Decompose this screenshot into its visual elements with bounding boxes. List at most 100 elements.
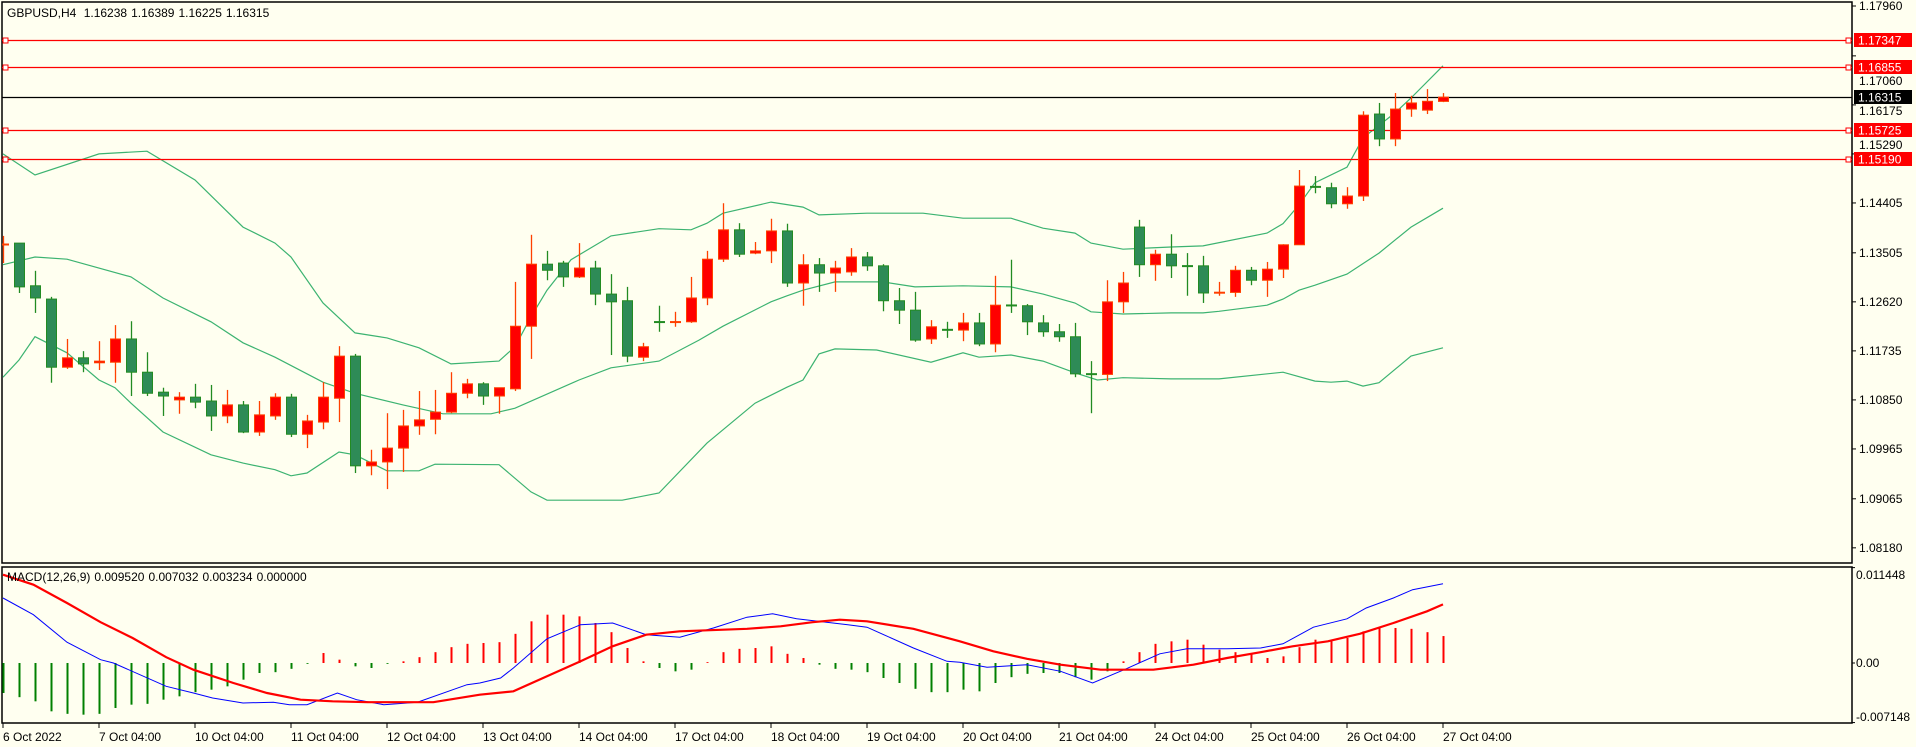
candle xyxy=(654,305,665,332)
candle-body xyxy=(94,360,105,364)
candle-body xyxy=(398,425,409,449)
candle xyxy=(942,321,953,338)
line-handle-left[interactable] xyxy=(2,127,9,134)
candle-body xyxy=(238,404,249,433)
level-price-label: 1.15725 xyxy=(1858,124,1902,138)
price-axis-label: 1.17060 xyxy=(1859,74,1903,88)
candle xyxy=(814,258,825,292)
price-axis-label: 1.12620 xyxy=(1859,295,1903,309)
symbol-timeframe: GBPUSD,H4 xyxy=(7,6,77,20)
line-handle-right[interactable] xyxy=(1845,37,1852,44)
candle-body xyxy=(286,396,297,435)
price-axis-label: 1.13505 xyxy=(1859,246,1903,260)
candle-body xyxy=(1278,244,1289,270)
candle-body xyxy=(190,396,201,403)
candle xyxy=(126,321,137,397)
time-axis-label: 10 Oct 04:00 xyxy=(195,730,264,744)
candle xyxy=(1070,322,1081,378)
time-axis-label: 14 Oct 04:00 xyxy=(579,730,648,744)
candle xyxy=(190,383,201,409)
candle-body xyxy=(62,357,73,368)
candle xyxy=(286,393,297,438)
time-axis-label: 13 Oct 04:00 xyxy=(483,730,552,744)
candle xyxy=(1438,93,1449,103)
macd-axis-label: 0.00 xyxy=(1856,656,1880,670)
candle xyxy=(990,275,1001,353)
line-handle-right[interactable] xyxy=(1845,64,1852,71)
candle-body xyxy=(46,298,57,368)
candle-body xyxy=(478,383,489,397)
candle xyxy=(718,203,729,262)
candle xyxy=(958,312,969,342)
time-axis-label: 6 Oct 2022 xyxy=(3,730,62,744)
candle xyxy=(734,223,745,257)
candle-body xyxy=(494,387,505,397)
candle-body xyxy=(1342,195,1353,205)
candle-body xyxy=(862,256,873,267)
macd-header: MACD(12,26,9) 0.009520 0.007032 0.003234 0.0… xyxy=(7,570,311,584)
candle xyxy=(622,286,633,363)
candle-body xyxy=(894,300,905,311)
candle-body xyxy=(158,391,169,397)
candle-body xyxy=(750,250,761,254)
candle-body xyxy=(206,400,217,417)
price-panel-frame xyxy=(1,1,1853,564)
candle-body xyxy=(1054,331,1065,338)
candle xyxy=(462,378,473,399)
candle-body xyxy=(1374,113,1385,140)
candle xyxy=(910,291,921,342)
time-axis-label: 25 Oct 04:00 xyxy=(1251,730,1320,744)
candle xyxy=(1310,176,1321,194)
candle-body xyxy=(574,267,585,278)
candle xyxy=(766,218,777,264)
candle-body xyxy=(974,322,985,345)
candle xyxy=(750,242,761,255)
candle xyxy=(510,281,521,392)
candle-body xyxy=(1166,253,1177,267)
candle-body xyxy=(414,419,425,427)
level-price-tag xyxy=(1854,60,1912,74)
candle xyxy=(494,387,505,414)
price-axis-label: 1.09965 xyxy=(1859,442,1903,456)
candle xyxy=(222,389,233,424)
candle-body xyxy=(1230,269,1241,293)
open-price: 1.16238 xyxy=(83,6,128,20)
line-handle-right[interactable] xyxy=(1845,156,1852,163)
time-axis-label: 17 Oct 04:00 xyxy=(675,730,744,744)
candle-body xyxy=(910,309,921,341)
candle-body xyxy=(926,326,937,340)
line-handle-left[interactable] xyxy=(2,37,9,44)
candle-body xyxy=(174,396,185,401)
candle xyxy=(1374,102,1385,147)
close-price: 1.16315 xyxy=(225,6,270,20)
candle xyxy=(894,287,905,325)
candle-body xyxy=(30,285,41,299)
candle-body xyxy=(14,242,25,288)
candle xyxy=(1294,169,1305,246)
candle xyxy=(1118,271,1129,313)
candle xyxy=(1214,281,1225,296)
candle xyxy=(590,260,601,306)
candle-body xyxy=(126,338,137,373)
candle xyxy=(238,401,249,434)
candle-body xyxy=(718,229,729,260)
candle xyxy=(1422,89,1433,115)
line-handle-right[interactable] xyxy=(1845,127,1852,134)
candle xyxy=(606,274,617,356)
current-price-label: 1.16315 xyxy=(1858,91,1902,105)
macd-panel-frame xyxy=(1,566,1853,724)
macd-axis-label: -0.007148 xyxy=(1856,710,1910,724)
candle xyxy=(1326,182,1337,209)
candle xyxy=(430,389,441,435)
candle-body xyxy=(350,355,361,467)
line-handle-left[interactable] xyxy=(2,156,9,163)
candle-body xyxy=(590,267,601,295)
candle xyxy=(926,320,937,344)
candle xyxy=(110,325,121,383)
candle-body xyxy=(1150,253,1161,266)
candle-body xyxy=(526,263,537,327)
time-axis-label: 7 Oct 04:00 xyxy=(99,730,161,744)
candle xyxy=(1086,361,1097,414)
line-handle-left[interactable] xyxy=(2,64,9,71)
